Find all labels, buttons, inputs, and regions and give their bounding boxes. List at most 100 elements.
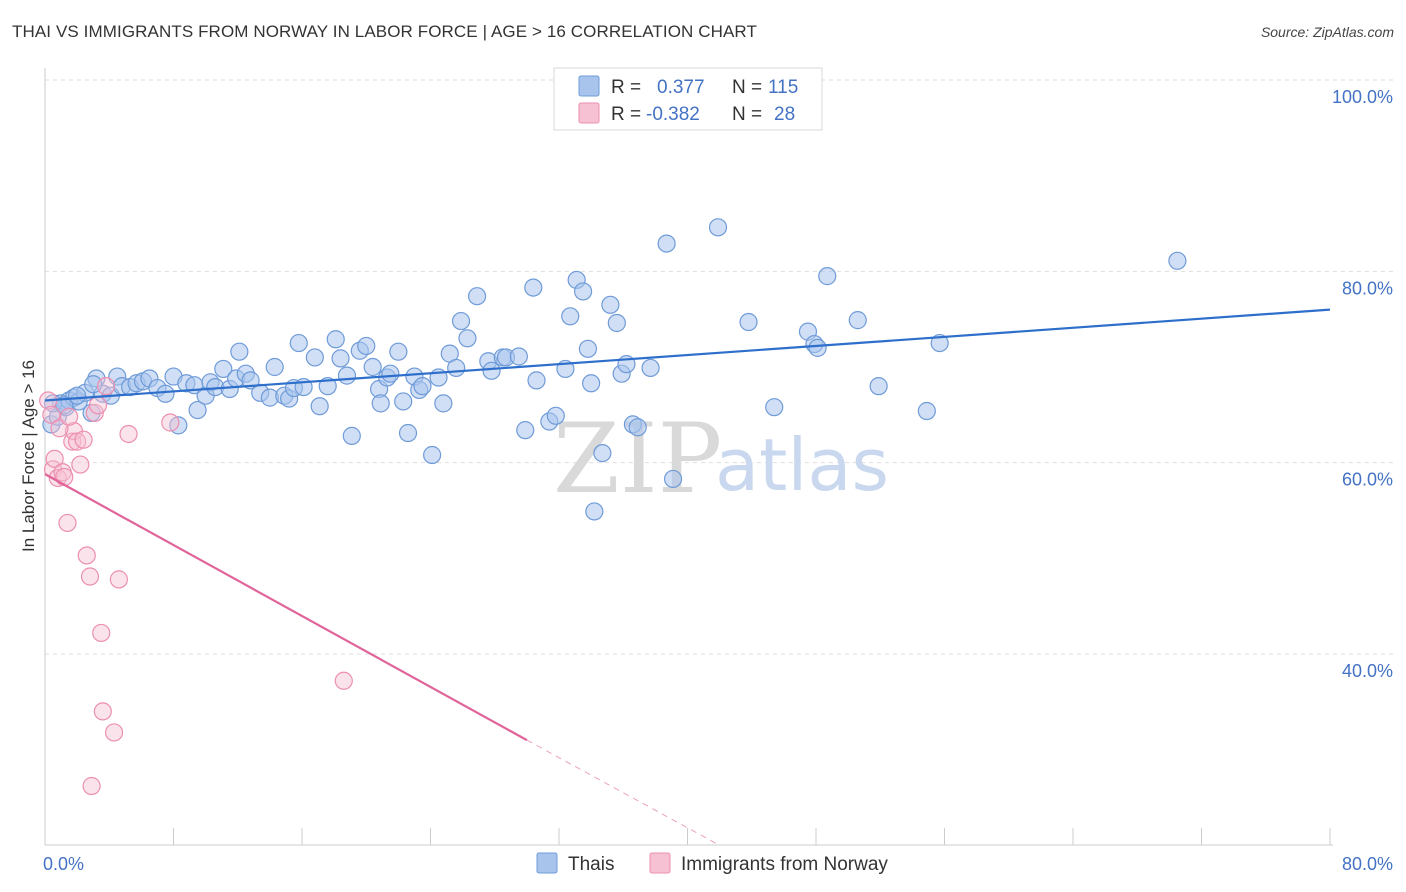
point-norway-20 (104, 723, 124, 742)
series-norway-points (39, 377, 353, 796)
series-thais-points (42, 218, 1187, 521)
point-thais-93 (628, 418, 647, 437)
point-thais-67 (451, 311, 471, 331)
point-thais-106 (917, 401, 936, 421)
point-norway-25 (334, 671, 353, 690)
point-thais-97 (708, 218, 728, 237)
point-norway-27 (59, 407, 79, 426)
point-norway-14 (80, 567, 100, 586)
x-tick-labels: 0.0% 80.0% (43, 854, 1393, 874)
point-thais-83 (573, 282, 593, 301)
point-norway-4 (48, 468, 67, 488)
point-norway-6 (55, 467, 74, 487)
bottom-legend-label-thais: Thais (568, 854, 614, 875)
y-axis-label: In Labor Force | Age > 16 (19, 360, 38, 552)
legend-n-value-norway: 28 (774, 104, 795, 125)
point-thais-77 (527, 371, 546, 390)
point-thais-66 (447, 358, 466, 378)
point-thais-48 (342, 426, 361, 445)
point-norway-16 (88, 396, 108, 415)
point-thais-74 (509, 347, 528, 366)
point-thais-19 (156, 384, 175, 403)
legend-n-value-thais: 115 (768, 77, 798, 98)
point-thais-84 (578, 339, 598, 358)
legend-swatch-norway (578, 102, 600, 124)
legend-swatch-thais (578, 75, 600, 97)
point-thais-86 (593, 444, 612, 463)
point-norway-12 (74, 430, 93, 449)
point-thais-105 (869, 377, 888, 396)
source-label: Source: ZipAtlas.com (1260, 24, 1394, 40)
point-thais-31 (230, 342, 249, 361)
point-thais-87 (585, 502, 604, 521)
y-tick-label-0: 100.0% (1332, 87, 1393, 107)
point-thais-43 (310, 397, 329, 416)
legend-n-label-norway: N = (732, 104, 762, 125)
point-thais-61 (413, 377, 432, 396)
point-norway-19 (96, 377, 116, 396)
point-thais-81 (561, 307, 580, 326)
trend-line-thais (44, 308, 1331, 402)
point-norway-3 (45, 449, 64, 468)
point-thais-62 (423, 445, 442, 465)
point-thais-36 (265, 357, 284, 377)
point-thais-85 (582, 374, 601, 393)
point-thais-95 (657, 234, 676, 253)
point-norway-10 (68, 432, 87, 451)
legend-r-label-thais: R = (611, 77, 641, 98)
y-tick-label-1: 80.0% (1342, 278, 1393, 298)
point-thais-102 (808, 338, 827, 357)
point-norway-17 (92, 623, 111, 643)
point-thais-107 (930, 333, 949, 353)
point-thais-28 (214, 359, 233, 379)
axes (44, 68, 1333, 846)
point-norway-13 (77, 546, 96, 565)
point-thais-46 (331, 349, 350, 368)
point-thais-50 (357, 336, 376, 356)
point-thais-71 (482, 361, 501, 380)
bottom-legend-swatch-norway (649, 852, 671, 874)
bottom-legend-label-norway: Immigrants from Norway (681, 854, 888, 875)
trend-lines (44, 308, 1331, 846)
point-thais-45 (326, 330, 345, 349)
point-thais-57 (394, 392, 413, 411)
watermark-atlas: atlas (715, 423, 889, 507)
legend-r-value-thais: 0.377 (657, 77, 705, 98)
point-norway-24 (82, 776, 101, 796)
point-thais-51 (363, 357, 382, 377)
chart-title: THAI VS IMMIGRANTS FROM NORWAY IN LABOR … (12, 22, 757, 41)
point-norway-23 (161, 413, 180, 432)
point-thais-96 (663, 469, 683, 489)
point-thais-40 (289, 333, 308, 353)
point-thais-94 (641, 358, 660, 378)
legend-n-label-thais: N = (732, 77, 762, 98)
legend-r-label-norway: R = (611, 104, 641, 125)
point-thais-75 (516, 421, 535, 440)
y-tick-labels: 100.0% 80.0% 60.0% 40.0% (1332, 87, 1393, 681)
point-thais-24 (188, 400, 207, 420)
point-norway-21 (109, 570, 128, 589)
trend-line-norway-extension (526, 739, 720, 846)
bottom-legend-swatch-thais (536, 852, 558, 874)
legend: R = 0.377 N = 115 R = -0.382 N = 28 (553, 67, 823, 131)
point-norway-7 (58, 513, 77, 533)
point-thais-47 (337, 366, 357, 385)
point-thais-79 (546, 406, 565, 425)
point-thais-98 (739, 312, 758, 332)
point-thais-53 (371, 394, 390, 413)
point-norway-18 (93, 702, 112, 721)
point-thais-99 (765, 398, 784, 417)
point-thais-55 (381, 364, 400, 383)
point-thais-69 (467, 287, 487, 306)
point-thais-56 (389, 342, 408, 361)
point-norway-22 (119, 424, 138, 444)
trend-line-norway (44, 473, 528, 742)
x-tick-label-1: 80.0% (1342, 854, 1393, 874)
point-norway-1 (42, 405, 61, 424)
x-tick-label-0: 0.0% (43, 854, 84, 874)
legend-r-value-norway: -0.382 (646, 104, 700, 125)
bottom-legend: Thais Immigrants from Norway (536, 852, 888, 875)
point-thais-108 (1168, 251, 1187, 270)
point-norway-11 (71, 455, 90, 474)
point-thais-104 (848, 311, 867, 330)
